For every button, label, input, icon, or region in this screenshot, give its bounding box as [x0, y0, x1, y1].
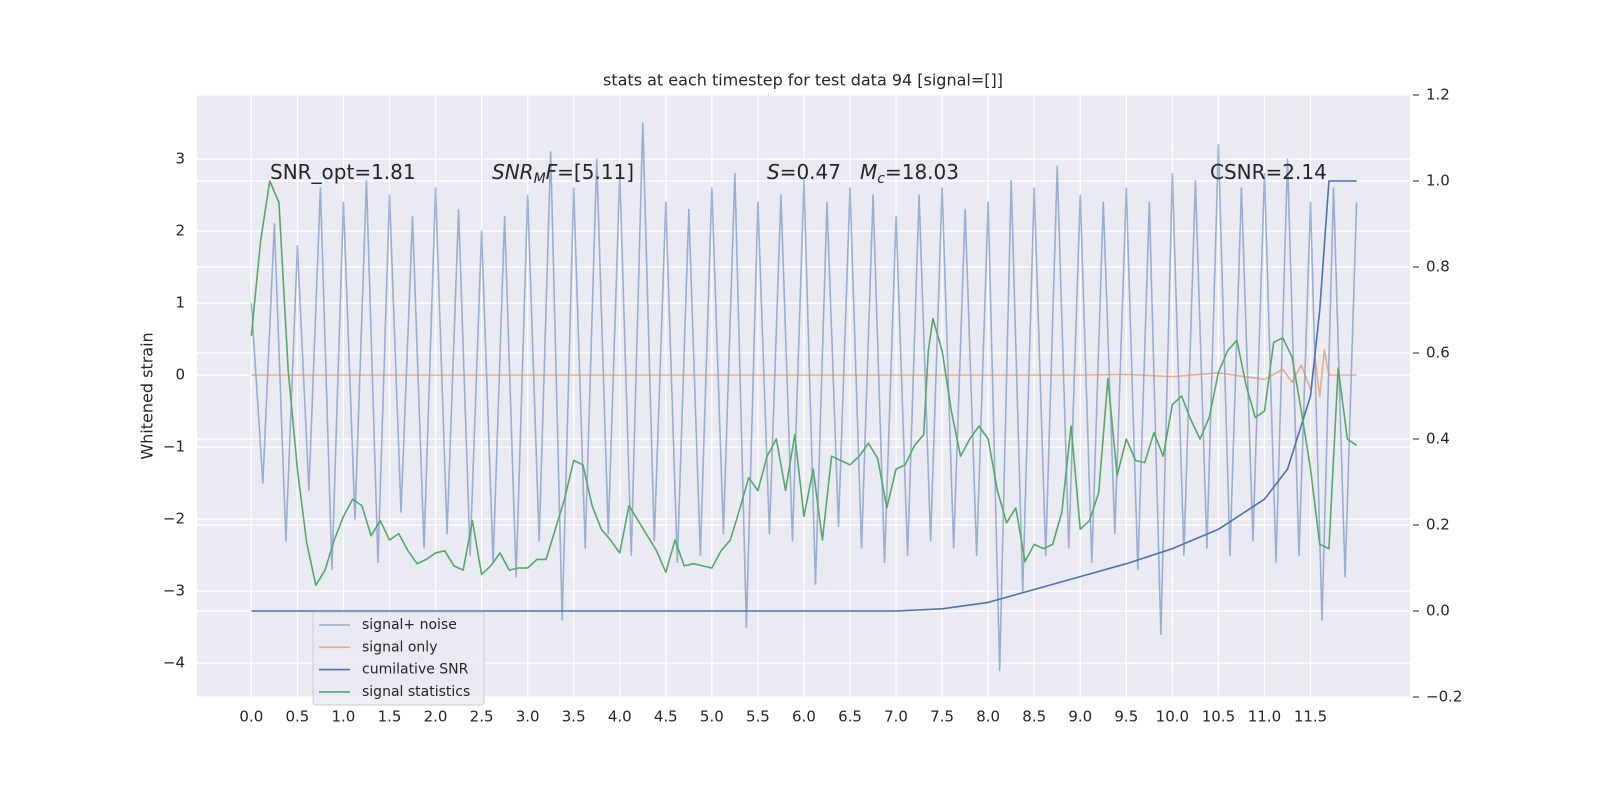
x-tick-label: 1.5	[378, 708, 402, 726]
x-tick-label: 0.0	[239, 708, 263, 726]
x-tick-label: 10.0	[1156, 708, 1189, 726]
x-tick-label: 8.5	[1022, 708, 1046, 726]
x-tick-label: 3.0	[516, 708, 540, 726]
x-tick-label: 8.0	[976, 708, 1000, 726]
x-tick-label: 9.0	[1068, 708, 1092, 726]
series-line	[250, 122, 1358, 672]
chart-title: stats at each timestep for test data 94 …	[603, 71, 1003, 90]
y-tick-label: −4	[163, 654, 185, 672]
y-axis-label: Whitened strain	[138, 332, 157, 459]
legend-label: signal only	[362, 639, 437, 655]
x-tick-label: 10.5	[1202, 708, 1235, 726]
series-line	[250, 180, 1358, 586]
legend-label: signal+ noise	[362, 617, 457, 633]
x-tick-label: 4.5	[654, 708, 678, 726]
x-tick-label: 7.5	[930, 708, 954, 726]
annotation-part: =18.03	[885, 160, 959, 184]
y-tick-label: 0	[175, 366, 185, 384]
annotation: SNR_opt=1.81	[270, 160, 416, 184]
x-tick-label: 7.0	[884, 708, 908, 726]
annotation-part: =[5.11]	[557, 160, 634, 184]
x-tick-label: 6.5	[838, 708, 862, 726]
x-tick-label: 11.5	[1294, 708, 1327, 726]
x-tick-label: 5.5	[746, 708, 770, 726]
x-tick-label: 5.0	[700, 708, 724, 726]
annotation-part: SNR_opt=1.81	[270, 160, 416, 184]
series-line	[251, 349, 1357, 398]
x-tick-label: 3.5	[562, 708, 586, 726]
annotation-part: F	[546, 160, 558, 184]
annotation-part: CSNR=2.14	[1210, 160, 1327, 184]
legend-label: signal statistics	[362, 684, 470, 700]
x-tick-label: 2.5	[470, 708, 494, 726]
x-tick-label: 11.0	[1248, 708, 1281, 726]
x-tick-label: 0.5	[285, 708, 309, 726]
y2-tick-label: 0.6	[1426, 344, 1450, 362]
annotation: Mc=18.03	[860, 160, 959, 188]
annotation-part: M	[860, 160, 877, 184]
y2-tick-label: −0.2	[1426, 688, 1462, 706]
annotation-part: M	[534, 171, 546, 187]
x-tick-label: 2.0	[424, 708, 448, 726]
y-tick-label: −2	[163, 510, 185, 528]
legend-box	[312, 611, 485, 706]
y-tick-label: −3	[163, 582, 185, 600]
x-tick-label: 4.0	[608, 708, 632, 726]
y-tick-label: 1	[175, 294, 185, 312]
annotation-part: c	[877, 171, 885, 187]
legend-label: cumilative SNR	[362, 662, 469, 678]
y2-tick-label: 1.0	[1426, 172, 1450, 190]
annotation: CSNR=2.14	[1210, 160, 1327, 184]
y-tick-label: 2	[175, 222, 185, 240]
y2-tick-label: 1.2	[1426, 86, 1450, 104]
y2-tick-label: 0.8	[1426, 258, 1450, 276]
y2-tick-label: 0.0	[1426, 602, 1450, 620]
x-tick-label: 6.0	[792, 708, 816, 726]
x-tick-label: 9.5	[1114, 708, 1138, 726]
y2-tick-label: 0.4	[1426, 430, 1450, 448]
y2-tick-label: 0.2	[1426, 516, 1450, 534]
series-line	[251, 180, 1357, 612]
annotation-part: S	[767, 160, 780, 184]
annotation-part: =0.47	[780, 160, 841, 184]
x-tick-label: 1.0	[332, 708, 356, 726]
annotation: S=0.47	[767, 160, 841, 184]
y-tick-label: 3	[175, 150, 185, 168]
annotation-part: SNR	[492, 160, 534, 184]
y-tick-label: −1	[163, 438, 185, 456]
annotation: SNRMF=[5.11]	[492, 160, 634, 188]
